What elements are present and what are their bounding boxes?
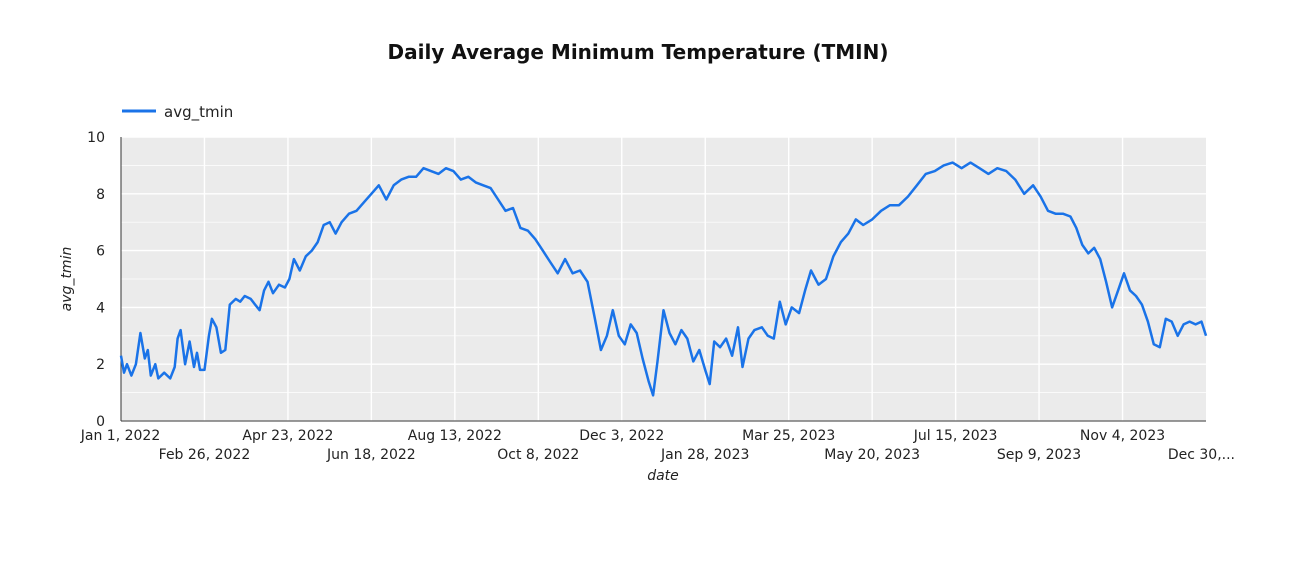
- y-tick-label: 8: [96, 187, 105, 203]
- x-tick-label: Dec 30,...: [1168, 447, 1235, 463]
- y-tick-label: 2: [96, 357, 105, 373]
- y-axis-label: avg_tmin: [59, 247, 75, 312]
- legend-label: avg_tmin: [164, 103, 233, 122]
- x-tick-label: Jan 1, 2022: [80, 428, 160, 444]
- x-tick-label: Jun 18, 2022: [326, 447, 416, 463]
- y-tick-label: 10: [87, 130, 105, 146]
- series-line-avg-tmin: [119, 161, 1208, 397]
- x-tick-label: Jan 28, 2023: [660, 447, 749, 463]
- x-tick-label: Aug 13, 2022: [408, 428, 502, 444]
- x-tick-label: Apr 23, 2022: [242, 428, 333, 444]
- y-tick-label: 6: [96, 244, 105, 260]
- x-tick-label: May 20, 2023: [824, 447, 920, 463]
- x-axis: Jan 1, 2022 Feb 26, 2022 Apr 23, 2022 Jun 1…: [80, 428, 1235, 463]
- x-axis-label: date: [647, 468, 679, 484]
- x-tick-label: Dec 3, 2022: [579, 428, 664, 444]
- x-tick-label: Nov 4, 2023: [1080, 428, 1165, 444]
- y-axis: 0 2 4 6 8 10: [87, 130, 105, 430]
- legend[interactable]: avg_tmin: [122, 103, 233, 122]
- chart-title: Daily Average Minimum Temperature (TMIN): [388, 40, 889, 64]
- x-tick-label: Jul 15, 2023: [913, 428, 998, 444]
- x-tick-label: Oct 8, 2022: [497, 447, 579, 463]
- y-tick-label: 4: [96, 300, 105, 316]
- x-tick-label: Sep 9, 2023: [997, 447, 1081, 463]
- x-tick-label: Mar 25, 2023: [742, 428, 835, 444]
- x-tick-label: Feb 26, 2022: [159, 447, 251, 463]
- y-tick-label: 0: [96, 414, 105, 430]
